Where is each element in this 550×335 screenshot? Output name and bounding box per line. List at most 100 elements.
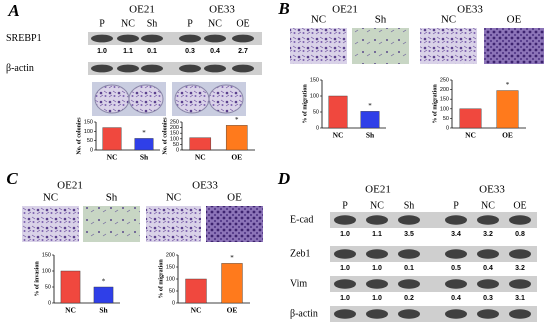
blot-band xyxy=(477,309,499,319)
x-tick-label: NC xyxy=(333,131,344,140)
bar xyxy=(328,95,348,129)
blot-band xyxy=(204,34,226,43)
panel-label: A xyxy=(7,1,19,20)
blot-band xyxy=(398,215,420,225)
y-tick-label: 200 xyxy=(170,125,179,131)
lane-label: NC xyxy=(121,18,135,29)
quant-label: 0.4 xyxy=(210,48,220,55)
y-tick-label: 0 xyxy=(48,300,51,306)
blot-band xyxy=(334,279,356,289)
bar xyxy=(496,90,519,129)
significance-mark: * xyxy=(230,254,234,262)
lane-label: OE xyxy=(513,200,526,211)
y-tick-label: 100 xyxy=(42,268,51,274)
blot-band xyxy=(179,34,201,43)
blot-band xyxy=(366,309,388,319)
quant-label: 3.1 xyxy=(515,295,525,302)
quant-label: 1.1 xyxy=(123,48,133,55)
bar xyxy=(459,108,482,129)
blot-band xyxy=(91,34,113,43)
y-tick-label: 100 xyxy=(310,93,319,99)
blot-band xyxy=(334,215,356,225)
blot-band xyxy=(204,64,226,73)
y-tick-label: 150 xyxy=(440,97,449,103)
micrograph xyxy=(206,206,263,242)
y-tick-label: 50 xyxy=(313,109,319,115)
y-tick-label: 200 xyxy=(166,252,175,258)
x-tick-label: OE xyxy=(502,131,513,140)
x-tick-label: NC xyxy=(195,153,206,162)
blot-band xyxy=(477,249,499,259)
y-tick-label: 0 xyxy=(172,300,175,306)
significance-mark: * xyxy=(102,278,106,286)
quant-label: 0.4 xyxy=(451,295,461,302)
y-tick-label: 250 xyxy=(440,77,449,83)
blot-band xyxy=(232,34,254,43)
quant-label: 3.5 xyxy=(404,231,414,238)
quant-label: 1.0 xyxy=(97,48,107,55)
image-label: Sh xyxy=(106,192,118,204)
quant-label: 1.0 xyxy=(372,295,382,302)
colony-dish xyxy=(208,84,244,114)
blot-band xyxy=(91,64,113,73)
micrograph xyxy=(290,28,347,64)
y-tick-label: 50 xyxy=(173,142,179,148)
y-tick-label: 150 xyxy=(84,119,93,125)
quant-label: 0.3 xyxy=(185,48,195,55)
bar xyxy=(225,125,248,151)
row-label: β-actin xyxy=(6,63,34,74)
y-tick-label: 0 xyxy=(446,125,449,131)
colony-dish xyxy=(174,84,210,114)
blot-band xyxy=(445,279,467,289)
blot-band xyxy=(366,215,388,225)
blot-band xyxy=(509,215,531,225)
blot-band xyxy=(509,279,531,289)
bar xyxy=(93,286,114,304)
x-tick-label: Sh xyxy=(366,131,375,140)
blot-strip xyxy=(330,306,537,322)
lane-label: P xyxy=(187,18,193,29)
significance-mark: * xyxy=(142,129,146,137)
panel-label: B xyxy=(277,0,289,18)
quant-label: 2.7 xyxy=(238,48,248,55)
y-tick-label: 150 xyxy=(310,77,319,83)
image-label: OE xyxy=(227,192,242,204)
image-label: NC xyxy=(311,14,326,26)
quant-label: 1.0 xyxy=(340,265,350,272)
quant-label: 1.0 xyxy=(372,265,382,272)
panel-label: C xyxy=(6,169,18,188)
bar xyxy=(185,278,207,304)
y-axis-label: % of migration xyxy=(158,259,164,299)
panel-label: D xyxy=(277,169,290,188)
quant-label: 0.2 xyxy=(404,295,414,302)
row-label: SREBP1 xyxy=(6,33,42,44)
group-label: OE33 xyxy=(209,4,235,16)
bar xyxy=(221,263,243,304)
group-label: OE33 xyxy=(192,180,218,192)
y-tick-label: 100 xyxy=(440,106,449,112)
image-label: NC xyxy=(441,14,456,26)
significance-mark: * xyxy=(506,81,510,89)
blot-band xyxy=(232,64,254,73)
quant-label: 0.1 xyxy=(147,48,157,55)
blot-band xyxy=(334,249,356,259)
quant-label: 0.4 xyxy=(483,265,493,272)
blot-band xyxy=(477,215,499,225)
colony-dish xyxy=(94,84,130,114)
lane-label: P xyxy=(342,200,348,211)
y-tick-label: 150 xyxy=(166,264,175,270)
blot-band xyxy=(477,279,499,289)
row-label: E-cad xyxy=(290,214,313,225)
group-label: OE21 xyxy=(57,180,83,192)
micrograph xyxy=(420,28,477,64)
significance-mark: * xyxy=(235,116,239,124)
micrograph xyxy=(352,28,409,64)
micrograph xyxy=(22,206,79,242)
y-tick-label: 50 xyxy=(45,284,51,290)
blot-band xyxy=(334,309,356,319)
blot-band xyxy=(117,34,139,43)
lane-label: NC xyxy=(481,200,495,211)
lane-label: Sh xyxy=(147,18,158,29)
bar xyxy=(60,270,81,304)
lane-label: Sh xyxy=(404,200,415,211)
